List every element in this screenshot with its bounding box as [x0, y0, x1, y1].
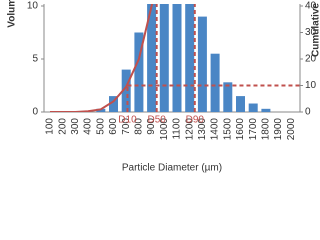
x-tick-label: 2000: [286, 118, 297, 141]
bar: [210, 53, 220, 112]
x-tick-label: 1100: [172, 118, 183, 140]
plot-area: [50, 4, 300, 112]
chart: Volume Cumulative Particle Diameter (µm)…: [7, 0, 320, 174]
x-tick-label: 1600: [235, 118, 246, 141]
y2-axis-label: Cumulative: [311, 3, 320, 57]
y2-tick-label: 40: [305, 1, 317, 12]
bar: [172, 4, 182, 112]
bar: [96, 108, 106, 112]
x-tick-label: 1500: [222, 118, 233, 141]
bar: [223, 82, 233, 112]
y-tick-label: 10: [27, 1, 39, 12]
x-tick-label: 500: [95, 118, 106, 135]
x-tick-label: 300: [70, 118, 81, 135]
y2-tick-label: 10: [305, 80, 317, 91]
d-label: D50: [148, 115, 167, 126]
x-tick-label: 600: [108, 118, 119, 135]
bar: [121, 69, 131, 112]
x-tick-label: 1900: [273, 118, 284, 141]
bar: [236, 96, 245, 112]
cumulative-line: [50, 4, 154, 112]
d-label: D10: [118, 115, 137, 126]
bar: [159, 4, 169, 112]
page: {"chart_data": { "type": "bar", "y_label…: [6, 0, 320, 174]
x-tick-label: 1700: [248, 118, 259, 141]
x-tick-label: 1300: [197, 118, 208, 141]
y-axis-label: Volume: [7, 0, 18, 28]
bar: [261, 108, 271, 112]
x-tick-label: 1400: [210, 118, 221, 141]
x-tick-label: 700: [121, 118, 132, 135]
x-tick-label: 200: [57, 118, 68, 135]
bar: [185, 4, 195, 112]
bar: [248, 103, 258, 112]
x-tick-label: 1200: [184, 118, 195, 141]
x-tick-label: 1800: [261, 118, 272, 141]
bar: [147, 4, 157, 112]
bar: [134, 32, 144, 112]
x-tick-label: 900: [146, 118, 157, 135]
x-axis-label: Particle Diameter (µm): [122, 163, 222, 174]
y2-tick-label: 30: [305, 27, 317, 38]
bar: [197, 16, 207, 112]
x-tick-label: 1000: [159, 118, 170, 141]
x-tick-label: 100: [45, 118, 56, 135]
x-tick-label: 800: [134, 118, 145, 135]
bar: [109, 96, 118, 112]
x-tick-label: 400: [83, 118, 94, 135]
y2-tick-label: 0: [305, 107, 311, 118]
y-tick-label: 5: [32, 54, 38, 65]
y-tick-label: 0: [32, 107, 38, 118]
y2-tick-label: 20: [305, 54, 317, 65]
d-label: D90: [186, 115, 205, 126]
